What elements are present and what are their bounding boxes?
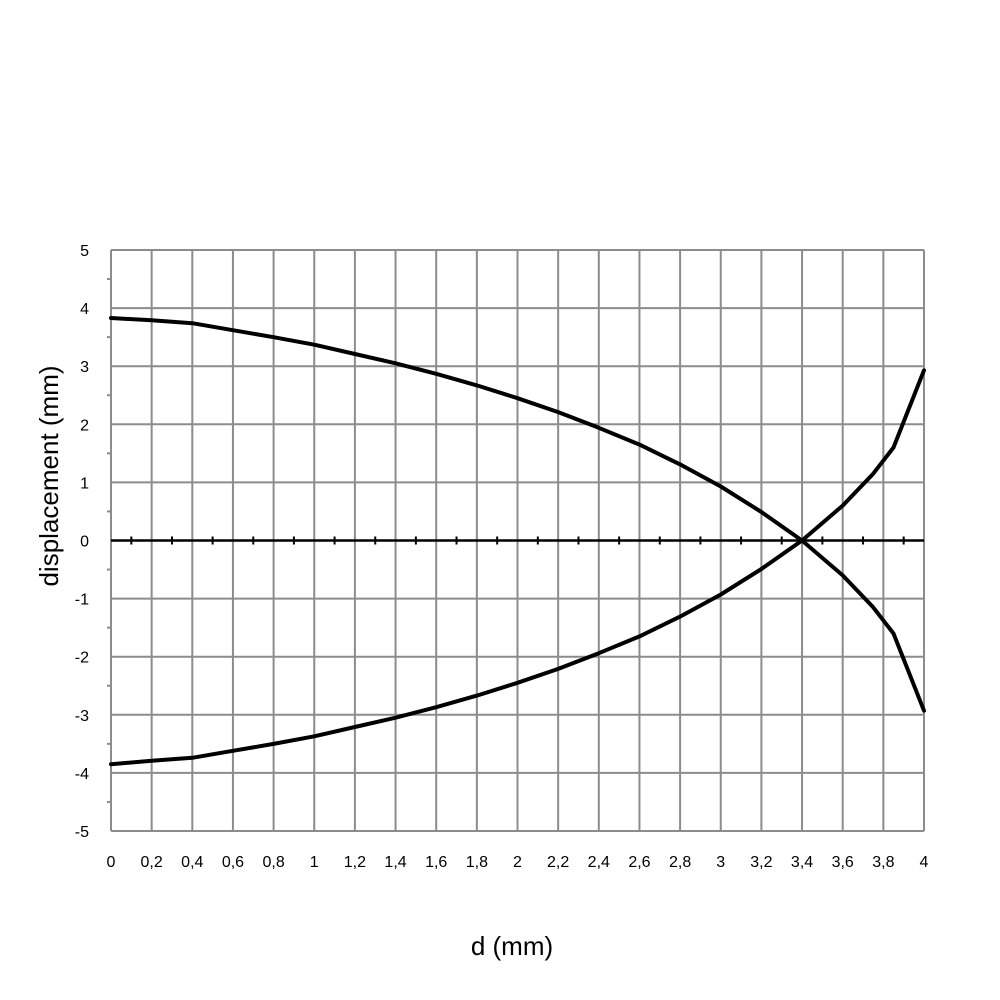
x-axis-title: d (mm) <box>471 931 553 961</box>
y-tick-label: 3 <box>80 359 89 376</box>
x-tick-label: 0,6 <box>222 854 244 871</box>
series-lines <box>109 316 926 767</box>
y-tick-label: -2 <box>75 650 89 667</box>
x-tick-label: 3 <box>716 854 725 871</box>
y-tick-labels: 5 4 3 2 1 0 -1 -2 -3 -4 -5 <box>75 243 89 841</box>
x-tick-label: 0,8 <box>262 854 284 871</box>
series-line-1 <box>109 316 926 713</box>
x-tick-label: 4 <box>920 854 929 871</box>
x-tick-label: 2,6 <box>628 854 650 871</box>
x-tick-labels: 0 0,2 0,4 0,6 0,8 1 1,2 1,4 1,6 1,8 2 2,2 2,4 2,6 2,8 3… <box>107 854 929 871</box>
x-tick-label: 3,4 <box>791 854 813 871</box>
y-tick-label: 0 <box>80 534 89 551</box>
x-tick-label: 0,4 <box>181 854 203 871</box>
x-tick-label: 2,8 <box>669 854 691 871</box>
x-tick-label: 1,8 <box>466 854 488 871</box>
y-tick-label: -1 <box>75 592 89 609</box>
y-tick-label: 4 <box>80 301 89 318</box>
x-tick-label: 0 <box>107 854 116 871</box>
x-tick-label: 1,6 <box>425 854 447 871</box>
y-tick-label: 5 <box>80 243 89 260</box>
series-line-2 <box>109 368 926 767</box>
x-tick-label: 2,2 <box>547 854 569 871</box>
y-tick-label: 2 <box>80 417 89 434</box>
x-tick-label: 2 <box>513 854 522 871</box>
y-tick-label: -4 <box>75 766 89 783</box>
x-tick-label: 1 <box>310 854 319 871</box>
y-tick-label: 1 <box>80 475 89 492</box>
x-tick-label: 3,8 <box>872 854 894 871</box>
y-axis-title: displacement (mm) <box>34 365 64 586</box>
x-tick-label: 0,2 <box>141 854 163 871</box>
x-tick-label: 1,2 <box>344 854 366 871</box>
y-tick-label: -5 <box>75 824 89 841</box>
x-tick-label: 2,4 <box>588 854 610 871</box>
x-tick-label: 1,4 <box>384 854 406 871</box>
x-tick-label: 3,2 <box>750 854 772 871</box>
x-tick-label: 3,6 <box>832 854 854 871</box>
y-tick-label: -3 <box>75 708 89 725</box>
